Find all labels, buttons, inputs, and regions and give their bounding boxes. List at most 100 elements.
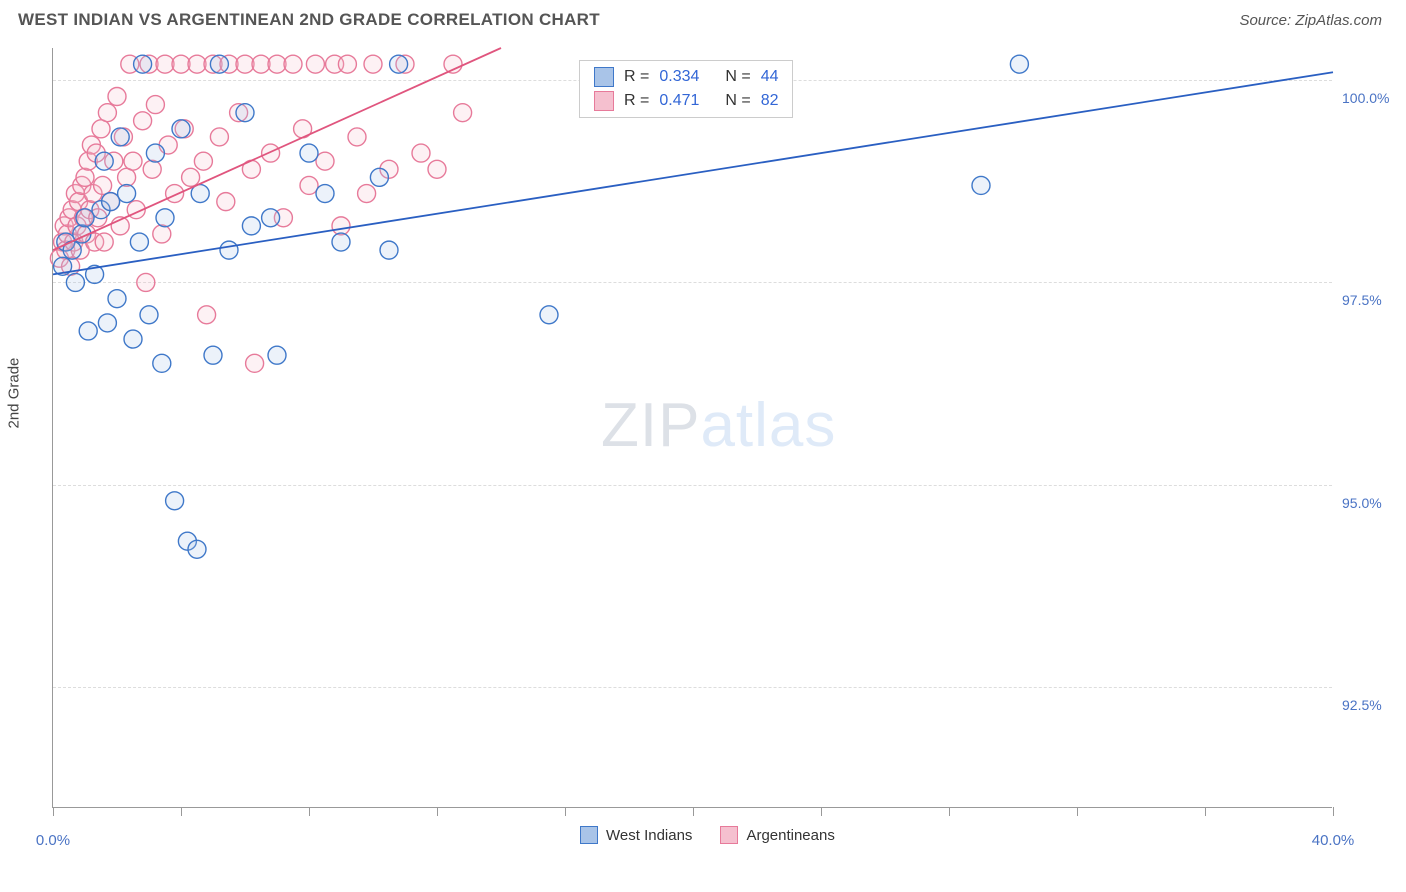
scatter-point-west_indians: [540, 306, 558, 324]
x-tick: [693, 807, 694, 816]
chart-container: ZIPatlas 92.5%95.0%97.5%100.0%0.0%40.0% …: [52, 48, 1332, 808]
scatter-point-argentineans: [338, 55, 356, 73]
scatter-point-west_indians: [156, 209, 174, 227]
x-tick: [181, 807, 182, 816]
scatter-point-argentineans: [137, 273, 155, 291]
scatter-point-argentineans: [108, 88, 126, 106]
y-tick-label: 100.0%: [1342, 90, 1402, 106]
scatter-point-west_indians: [172, 120, 190, 138]
correlation-legend: R = 0.334 N = 44 R = 0.471 N = 82: [579, 60, 793, 118]
scatter-point-argentineans: [118, 168, 136, 186]
scatter-point-west_indians: [188, 540, 206, 558]
correlation-legend-row-west_indians: R = 0.334 N = 44: [594, 67, 778, 87]
scatter-point-west_indians: [300, 144, 318, 162]
scatter-point-argentineans: [76, 168, 94, 186]
x-tick: [1333, 807, 1334, 816]
scatter-point-argentineans: [316, 152, 334, 170]
scatter-point-argentineans: [92, 120, 110, 138]
scatter-point-argentineans: [98, 104, 116, 122]
scatter-point-argentineans: [358, 185, 376, 203]
x-tick: [309, 807, 310, 816]
legend-r-label: R =: [624, 92, 649, 110]
scatter-point-west_indians: [95, 152, 113, 170]
scatter-point-argentineans: [95, 233, 113, 251]
scatter-point-argentineans: [268, 55, 286, 73]
scatter-point-argentineans: [143, 160, 161, 178]
x-tick: [53, 807, 54, 816]
scatter-point-argentineans: [454, 104, 472, 122]
scatter-point-west_indians: [262, 209, 280, 227]
scatter-point-west_indians: [153, 354, 171, 372]
correlation-legend-row-argentineans: R = 0.471 N = 82: [594, 91, 778, 111]
scatter-point-argentineans: [210, 128, 228, 146]
scatter-point-west_indians: [124, 330, 142, 348]
scatter-point-argentineans: [246, 354, 264, 372]
scatter-point-argentineans: [332, 217, 350, 235]
scatter-point-argentineans: [252, 55, 270, 73]
scatter-point-west_indians: [140, 306, 158, 324]
scatter-point-west_indians: [76, 209, 94, 227]
series-legend-item-argentineans: Argentineans: [720, 826, 834, 844]
legend-n-value: 44: [761, 68, 779, 86]
legend-swatch: [580, 826, 598, 844]
scatter-point-argentineans: [134, 112, 152, 130]
scatter-point-argentineans: [306, 55, 324, 73]
y-tick-label: 92.5%: [1342, 697, 1402, 713]
scatter-point-west_indians: [242, 217, 260, 235]
scatter-point-argentineans: [364, 55, 382, 73]
series-legend-label: West Indians: [606, 827, 692, 844]
scatter-point-west_indians: [98, 314, 116, 332]
scatter-point-west_indians: [268, 346, 286, 364]
chart-title: WEST INDIAN VS ARGENTINEAN 2ND GRADE COR…: [18, 10, 600, 30]
x-tick: [1077, 807, 1078, 816]
legend-r-label: R =: [624, 68, 649, 86]
scatter-point-west_indians: [236, 104, 254, 122]
scatter-point-west_indians: [332, 233, 350, 251]
scatter-point-west_indians: [79, 322, 97, 340]
scatter-point-argentineans: [194, 152, 212, 170]
scatter-point-west_indians: [111, 128, 129, 146]
scatter-point-argentineans: [146, 96, 164, 114]
y-tick-label: 97.5%: [1342, 292, 1402, 308]
x-tick: [565, 807, 566, 816]
x-tick: [821, 807, 822, 816]
legend-n-label: N =: [725, 68, 750, 86]
scatter-point-west_indians: [370, 168, 388, 186]
scatter-point-argentineans: [94, 176, 112, 194]
scatter-point-argentineans: [182, 168, 200, 186]
series-legend-label: Argentineans: [746, 827, 834, 844]
source-label: Source: ZipAtlas.com: [1239, 12, 1382, 29]
x-tick-label: 40.0%: [1312, 832, 1355, 849]
scatter-point-argentineans: [153, 225, 171, 243]
scatter-point-west_indians: [166, 492, 184, 510]
y-tick-label: 95.0%: [1342, 495, 1402, 511]
x-tick-label: 0.0%: [36, 832, 70, 849]
scatter-point-west_indians: [316, 185, 334, 203]
scatter-point-argentineans: [348, 128, 366, 146]
legend-swatch: [594, 67, 614, 87]
scatter-point-argentineans: [198, 306, 216, 324]
scatter-point-west_indians: [220, 241, 238, 259]
legend-r-value: 0.334: [659, 68, 715, 86]
plot-area: ZIPatlas 92.5%95.0%97.5%100.0%0.0%40.0%: [52, 48, 1332, 808]
scatter-point-west_indians: [134, 55, 152, 73]
scatter-point-west_indians: [390, 55, 408, 73]
scatter-point-argentineans: [284, 55, 302, 73]
series-legend: West Indians Argentineans: [580, 826, 835, 844]
scatter-point-argentineans: [124, 152, 142, 170]
scatter-point-argentineans: [300, 176, 318, 194]
scatter-point-west_indians: [972, 176, 990, 194]
legend-r-value: 0.471: [659, 92, 715, 110]
scatter-point-argentineans: [262, 144, 280, 162]
x-tick: [437, 807, 438, 816]
scatter-point-argentineans: [217, 193, 235, 211]
scatter-point-west_indians: [146, 144, 164, 162]
scatter-point-west_indians: [118, 185, 136, 203]
legend-swatch: [594, 91, 614, 111]
scatter-point-argentineans: [412, 144, 430, 162]
legend-swatch: [720, 826, 738, 844]
x-tick: [1205, 807, 1206, 816]
legend-n-label: N =: [725, 92, 750, 110]
legend-n-value: 82: [761, 92, 779, 110]
series-legend-item-west_indians: West Indians: [580, 826, 692, 844]
